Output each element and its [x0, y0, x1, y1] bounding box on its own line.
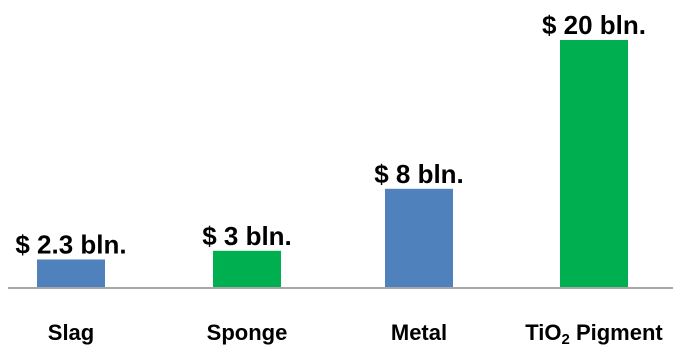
data-label-2: $ 3 bln.: [202, 221, 292, 251]
data-label-4: $ 20 bln.: [542, 10, 646, 40]
tick-label-main: Sponge: [207, 320, 288, 345]
data-labels-group: $ 2.3 bln. $ 3 bln. $ 8 bln. $ 20 bln.: [15, 10, 646, 259]
tick-label-main: TiO: [525, 320, 561, 345]
tick-label-subscript: 2: [562, 331, 570, 347]
bar-1: [37, 259, 105, 288]
bar-2: [213, 250, 281, 288]
x-tick-label-1: Slag: [48, 320, 94, 345]
x-tick-labels-group: Slag Sponge Metal TiO2 Pigment: [48, 320, 664, 347]
bars-group: [37, 40, 628, 288]
bar-3: [385, 188, 453, 288]
tick-label-tail: Pigment: [570, 320, 664, 345]
x-tick-label-4: TiO2 Pigment: [525, 320, 663, 347]
tick-label-main: Metal: [391, 320, 447, 345]
x-tick-label-3: Metal: [391, 320, 447, 345]
data-label-3: $ 8 bln.: [374, 159, 464, 189]
bar-4: [560, 40, 628, 288]
x-tick-label-2: Sponge: [207, 320, 288, 345]
tick-label-main: Slag: [48, 320, 94, 345]
data-label-1: $ 2.3 bln.: [15, 229, 126, 259]
